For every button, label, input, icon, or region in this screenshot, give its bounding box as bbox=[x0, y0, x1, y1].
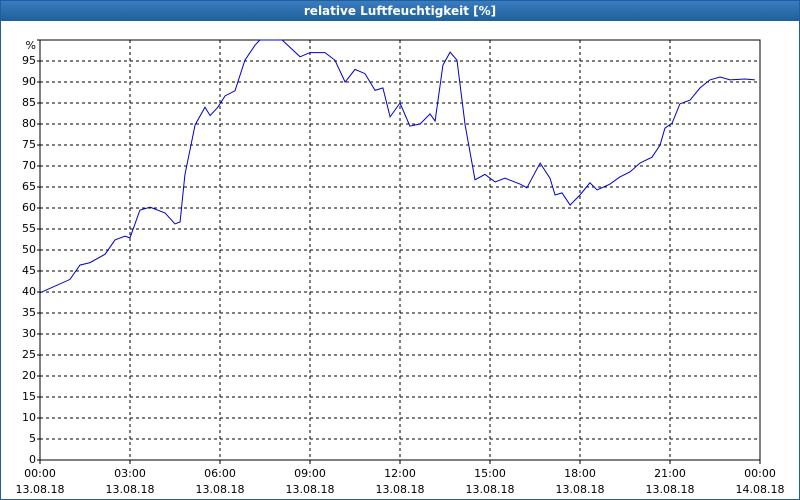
x-tick-label: 21:00 bbox=[654, 467, 686, 480]
y-tick-label: 15 bbox=[22, 390, 36, 403]
y-tick-label: 85 bbox=[22, 96, 36, 109]
y-tick-label: 25 bbox=[22, 348, 36, 361]
x-tick-date: 13.08.18 bbox=[376, 483, 425, 496]
y-tick-label: 65 bbox=[22, 180, 36, 193]
y-tick-label: 60 bbox=[22, 201, 36, 214]
y-tick-label: 50 bbox=[22, 243, 36, 256]
x-tick-date: 13.08.18 bbox=[286, 483, 335, 496]
y-tick-label: 75 bbox=[22, 138, 36, 151]
y-tick-label: 55 bbox=[22, 222, 36, 235]
y-tick-label: 35 bbox=[22, 306, 36, 319]
y-tick-label: 40 bbox=[22, 285, 36, 298]
y-tick-label: % bbox=[26, 39, 36, 52]
y-tick-label: 90 bbox=[22, 75, 36, 88]
x-tick-label: 00:00 bbox=[24, 467, 56, 480]
chart: 0 5 10 15 20 25 30 35 40 45 50 55 60 65 70 75 80 85 90 95% 0… bbox=[16, 39, 785, 496]
y-tick-label: 45 bbox=[22, 264, 36, 277]
x-tick-date: 13.08.18 bbox=[466, 483, 515, 496]
y-tick-label: 70 bbox=[22, 159, 36, 172]
x-tick-date: 13.08.18 bbox=[196, 483, 245, 496]
x-tick-date: 13.08.18 bbox=[106, 483, 155, 496]
y-tick-label: 95 bbox=[22, 54, 36, 67]
x-tick-label: 09:00 bbox=[294, 467, 326, 480]
plot-frame bbox=[39, 39, 761, 461]
y-tick-label: 0 bbox=[29, 453, 36, 466]
x-tick-label: 18:00 bbox=[564, 467, 596, 480]
x-tick-label: 00:00 bbox=[744, 467, 776, 480]
y-tick-label: 10 bbox=[22, 411, 36, 424]
y-tick-label: 80 bbox=[22, 117, 36, 130]
x-tick-date: 13.08.18 bbox=[646, 483, 695, 496]
x-tick-label: 06:00 bbox=[204, 467, 236, 480]
y-tick-label: 30 bbox=[22, 327, 36, 340]
chart-title: relative Luftfeuchtigkeit [%] bbox=[1, 1, 799, 21]
y-tick-label: 5 bbox=[29, 432, 36, 445]
x-tick-date: 13.08.18 bbox=[556, 483, 605, 496]
data-line bbox=[39, 39, 755, 294]
x-tick-label: 15:00 bbox=[474, 467, 506, 480]
x-tick-date: 13.08.18 bbox=[16, 483, 65, 496]
x-tick-label: 03:00 bbox=[114, 467, 146, 480]
y-tick-label: 20 bbox=[22, 369, 36, 382]
x-tick-date: 14.08.18 bbox=[736, 483, 785, 496]
x-tick-label: 12:00 bbox=[384, 467, 416, 480]
